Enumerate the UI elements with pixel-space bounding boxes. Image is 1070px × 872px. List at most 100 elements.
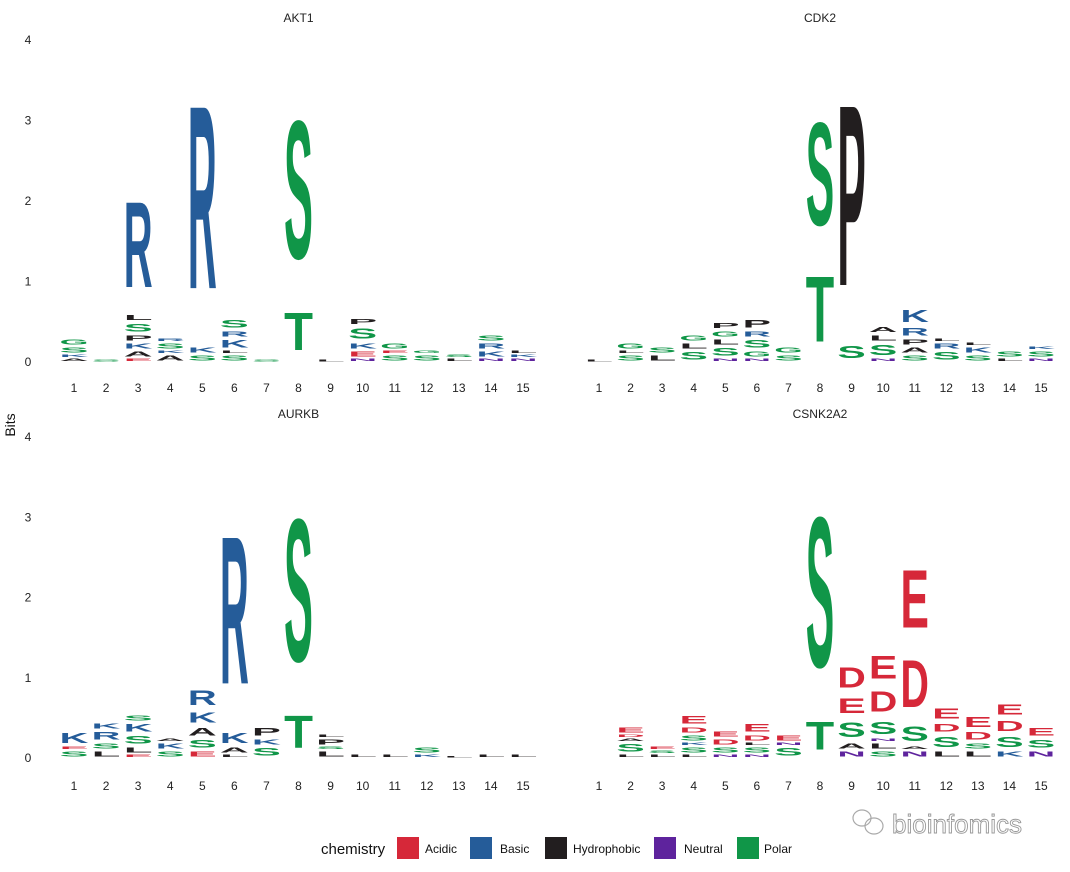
x-tick-label: 4 xyxy=(167,381,174,395)
y-axis-label: Bits xyxy=(2,413,18,436)
y-tick-label: 1 xyxy=(25,671,32,685)
logo-letter-S: S xyxy=(156,750,185,758)
logo-letter-S: S xyxy=(869,342,897,358)
logo-letter-L: L xyxy=(995,358,1023,362)
logo-letter-R: R xyxy=(156,338,185,342)
logo-letter-N: N xyxy=(476,358,505,362)
logo-letter-L: L xyxy=(711,338,739,346)
logo-letter-G: G xyxy=(60,338,89,346)
logo-letter-E: E xyxy=(124,754,153,758)
legend-label: Hydrophobic xyxy=(573,842,640,856)
x-tick-label: 11 xyxy=(908,381,921,395)
x-tick-label: 7 xyxy=(785,779,792,793)
logo-letter-S: S xyxy=(995,734,1023,750)
logo-letter-D: D xyxy=(616,734,644,738)
logo-letter-E: E xyxy=(901,553,929,645)
panel-title: AURKB xyxy=(278,407,319,421)
logo-letter-E: E xyxy=(932,706,960,722)
logo-letter-E: E xyxy=(743,722,771,734)
legend-swatch-acidic xyxy=(397,837,419,859)
x-tick-label: 4 xyxy=(690,381,697,395)
logo-letter-S: S xyxy=(188,354,217,362)
logo-letter-E: E xyxy=(380,350,409,354)
logo-letter-R: R xyxy=(476,342,505,350)
logo-letter-D: D xyxy=(869,687,897,719)
logo-letter-S: S xyxy=(743,338,771,350)
logo-letter-E: E xyxy=(964,714,992,730)
logo-letter-L: L xyxy=(444,756,473,758)
logo-letter-S: S xyxy=(1027,738,1055,750)
logo-letter-E: E xyxy=(648,746,676,750)
x-tick-label: 2 xyxy=(627,779,634,793)
logo-letter-N: N xyxy=(711,754,739,758)
logo-letter-E: E xyxy=(616,726,644,734)
x-tick-label: 9 xyxy=(327,779,334,793)
legend: chemistry Acidic Basic Hydrophobic Neutral P… xyxy=(321,837,792,859)
y-tick-label: 4 xyxy=(25,430,32,444)
logo-letter-K: K xyxy=(901,306,929,326)
logo-letter-L: L xyxy=(616,350,644,354)
logo-letter-E: E xyxy=(995,702,1023,718)
logo-letter-D: D xyxy=(964,730,992,742)
logo-letter-S: S xyxy=(220,318,249,330)
logo-letter-P: P xyxy=(837,52,865,341)
legend-label: Polar xyxy=(764,842,792,856)
logo-letter-N: N xyxy=(743,358,771,362)
logo-letter-N: N xyxy=(869,358,897,362)
logo-letter-D: D xyxy=(995,718,1023,734)
logo-letter-G: G xyxy=(412,350,441,354)
x-tick-label: 11 xyxy=(908,779,921,793)
logo-letter-A: A xyxy=(156,354,185,362)
x-tick-label: 8 xyxy=(817,779,824,793)
watermark-text: bioinfomics xyxy=(892,809,1022,839)
logo-letter-S: S xyxy=(932,734,960,750)
x-tick-label: 14 xyxy=(484,779,498,793)
logo-letter-N: N xyxy=(509,358,538,362)
logo-letter-K: K xyxy=(220,338,249,350)
logo-letter-S: S xyxy=(1027,350,1055,358)
logo-letter-N: N xyxy=(901,750,929,758)
logo-letter-S: S xyxy=(60,750,89,758)
x-tick-label: 10 xyxy=(356,381,370,395)
logo-letter-S: S xyxy=(964,742,992,750)
x-tick-label: 6 xyxy=(231,779,238,793)
logo-letter-L: L xyxy=(124,746,153,754)
logo-letter-K: K xyxy=(476,350,505,358)
x-tick-label: 2 xyxy=(103,381,110,395)
logo-letter-G: G xyxy=(680,334,708,342)
logo-letter-S: S xyxy=(711,346,739,358)
x-tick-label: 12 xyxy=(940,381,954,395)
logo-letter-L: L xyxy=(316,750,345,758)
x-tick-label: 7 xyxy=(263,779,270,793)
x-tick-label: 4 xyxy=(167,779,174,793)
logo-letter-S: S xyxy=(124,734,153,746)
logo-letter-L: L xyxy=(680,754,708,758)
logo-letter-L: L xyxy=(316,359,345,362)
logo-letter-L: L xyxy=(869,742,897,750)
logo-letter-L: L xyxy=(220,350,249,354)
logo-letter-N: N xyxy=(348,358,377,362)
logo-letter-T: T xyxy=(284,706,313,758)
x-tick-label: 5 xyxy=(199,381,206,395)
logo-letter-E: E xyxy=(680,714,708,726)
logo-letter-R: R xyxy=(124,178,153,314)
panel-title: CDK2 xyxy=(804,11,836,25)
logo-letter-S: S xyxy=(837,342,865,362)
logo-letter-P: P xyxy=(124,334,153,342)
logo-letter-S: S xyxy=(60,346,89,354)
logo-letter-K: K xyxy=(1027,346,1055,350)
logo-letter-S: S xyxy=(284,477,313,705)
logo-letter-G: G xyxy=(616,342,644,350)
legend-swatch-polar xyxy=(737,837,759,859)
logo-letter-L: L xyxy=(648,354,676,362)
y-tick-label: 2 xyxy=(25,194,32,208)
x-tick-label: 2 xyxy=(103,779,110,793)
logo-letter-R: R xyxy=(188,686,217,710)
logo-letter-L: L xyxy=(124,314,153,322)
x-tick-label: 6 xyxy=(231,381,238,395)
legend-swatch-hydrophobic xyxy=(545,837,567,859)
x-tick-label: 3 xyxy=(135,779,142,793)
